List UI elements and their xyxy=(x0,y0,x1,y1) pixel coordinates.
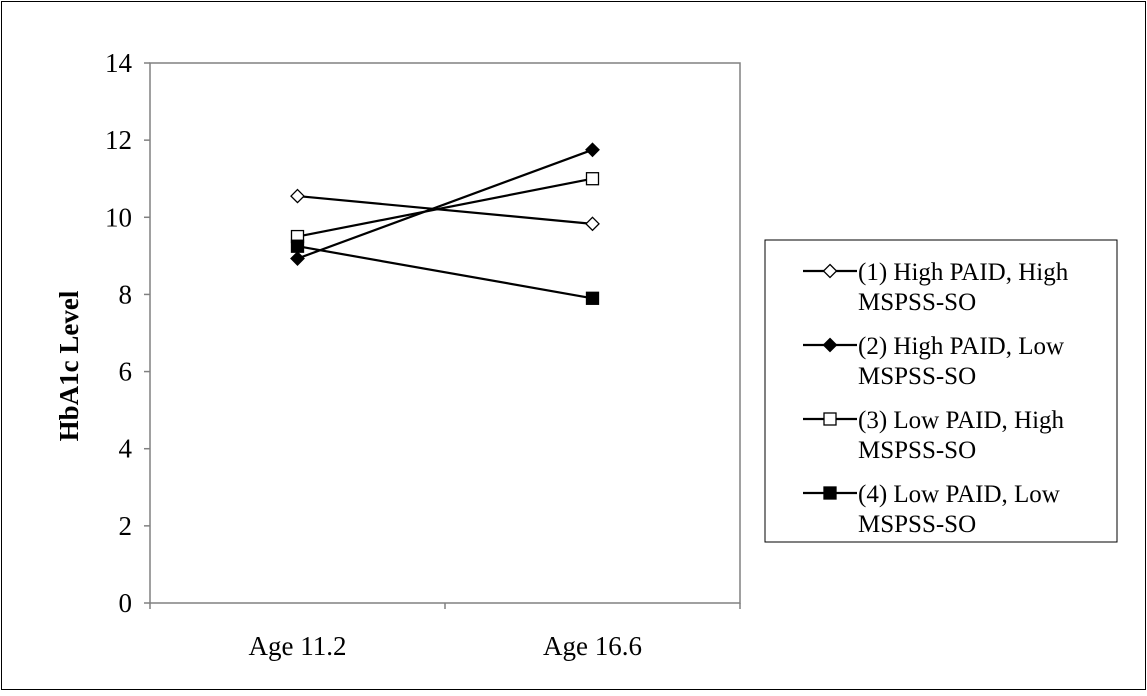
series-2-point xyxy=(290,251,305,266)
legend-label: (4) Low PAID, Low MSPSS-SO xyxy=(858,481,1060,538)
y-tick-label: 2 xyxy=(119,511,133,541)
y-tick-label: 14 xyxy=(105,48,133,78)
legend-label-line: MSPSS-SO xyxy=(858,437,976,464)
legend-entry-1: (1) High PAID, High MSPSS-SO xyxy=(803,259,1069,316)
series-2-point xyxy=(585,142,600,158)
legend-label: (2) High PAID, Low MSPSS-SO xyxy=(858,333,1064,390)
y-tick-label: 0 xyxy=(119,588,133,618)
y-tick-label: 12 xyxy=(105,125,132,155)
series-1-point xyxy=(290,188,305,204)
plot-area: 0 2 4 6 8 10 12 14 Age 11.2 Age 16.6 xyxy=(105,48,741,661)
series-line-3 xyxy=(297,177,593,238)
series-line-2 xyxy=(297,148,593,260)
legend-label-line: (3) Low PAID, High xyxy=(858,407,1065,434)
legend-label-line: (2) High PAID, Low xyxy=(858,333,1064,360)
y-tick-label: 8 xyxy=(119,279,133,309)
series-3-point xyxy=(585,172,600,186)
y-axis-label: HbA1c Level xyxy=(54,290,84,441)
legend-label-line: MSPSS-SO xyxy=(858,289,976,316)
legend-entry-2: (2) High PAID, Low MSPSS-SO xyxy=(803,333,1064,390)
y-tick-label: 10 xyxy=(105,202,132,232)
legend-marker xyxy=(823,486,837,500)
x-tick-label: Age 16.6 xyxy=(543,631,642,661)
y-tick-label: 4 xyxy=(119,434,133,464)
series-line-1 xyxy=(297,194,593,225)
legend-entry-3: (3) Low PAID, High MSPSS-SO xyxy=(803,407,1065,464)
legend-label: (1) High PAID, High MSPSS-SO xyxy=(858,259,1069,316)
legend-marker xyxy=(822,263,838,279)
y-tick-label: 6 xyxy=(119,357,133,387)
legend-label-line: MSPSS-SO xyxy=(858,511,976,538)
legend-box xyxy=(764,239,1118,543)
legend-label: (3) Low PAID, High MSPSS-SO xyxy=(858,407,1065,464)
series-line-4 xyxy=(297,245,593,300)
series-4-point xyxy=(290,239,305,253)
legend-marker xyxy=(823,412,837,426)
legend-label-line: (1) High PAID, High xyxy=(858,259,1069,286)
legend-label-line: (4) Low PAID, Low xyxy=(858,481,1060,508)
x-tick-label: Age 11.2 xyxy=(249,631,347,661)
legend: (1) High PAID, High MSPSS-SO(2) High PAID… xyxy=(764,239,1118,543)
legend-marker xyxy=(822,337,838,353)
legend-entry-4: (4) Low PAID, Low MSPSS-SO xyxy=(803,481,1060,538)
legend-label-line: MSPSS-SO xyxy=(858,363,976,390)
series-1-point xyxy=(585,216,600,232)
series-4-point xyxy=(585,291,600,305)
